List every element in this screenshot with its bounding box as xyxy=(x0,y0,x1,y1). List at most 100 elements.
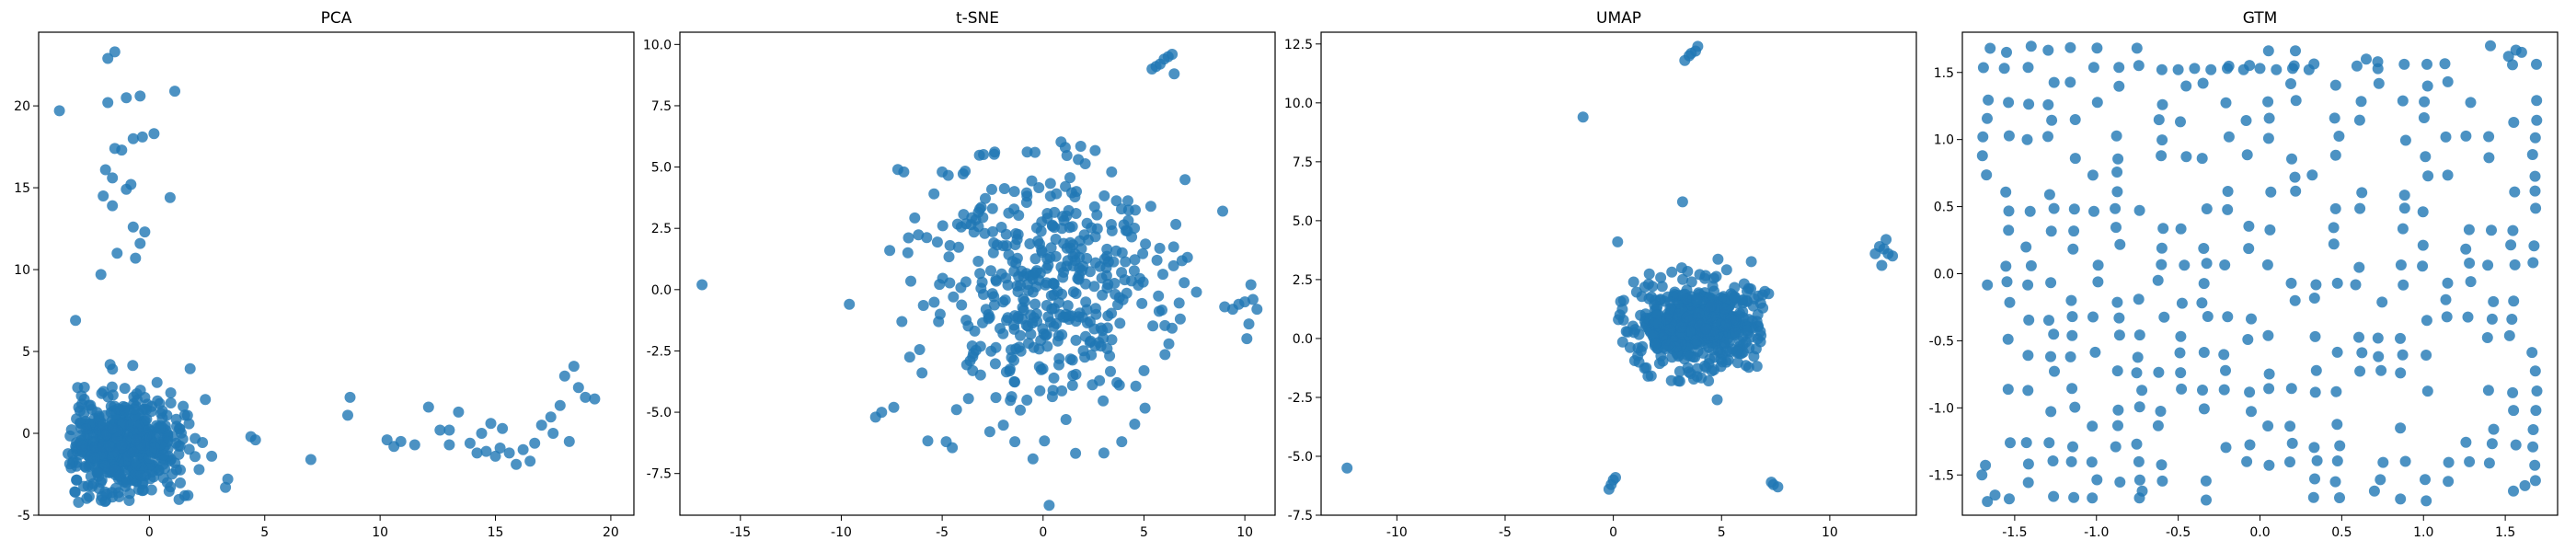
scatter-point xyxy=(2114,477,2126,488)
scatter-point xyxy=(249,434,261,446)
scatter-point xyxy=(967,351,979,362)
x-tick-label: 1.0 xyxy=(2413,525,2433,540)
panel-umap: UMAP -10 -5 0 5 10 -7.5 -5.0 -2.5 0.0 2.5 5.0 7.5 10.… xyxy=(1284,9,1917,540)
scatter-point xyxy=(2353,261,2365,273)
scatter-point xyxy=(2306,169,2318,181)
scatter-point xyxy=(2353,114,2365,126)
scatter-point xyxy=(1033,361,1045,373)
scatter-point xyxy=(1044,178,1056,190)
scatter-point xyxy=(1721,345,1733,357)
scatter-point xyxy=(2460,243,2472,255)
scatter-point xyxy=(2156,475,2168,487)
y-tick-label: 5.0 xyxy=(1293,214,1313,229)
scatter-point xyxy=(2001,46,2012,58)
scatter-point xyxy=(2464,455,2476,467)
scatter-point xyxy=(2509,186,2521,198)
scatter-point xyxy=(1664,303,1676,315)
scatter-point xyxy=(107,422,118,434)
scatter-point xyxy=(962,393,974,405)
scatter-point xyxy=(940,436,952,448)
scatter-point xyxy=(1656,281,1668,293)
scatter-point xyxy=(2271,63,2283,75)
scatter-point xyxy=(1062,300,1074,312)
scatter-point xyxy=(95,269,107,281)
scatter-point xyxy=(2065,294,2077,306)
scatter-point xyxy=(1023,338,1034,350)
scatter-point xyxy=(2528,240,2540,252)
scatter-point xyxy=(2174,347,2186,359)
x-tick-label: 15 xyxy=(488,525,504,540)
scatter-point xyxy=(2222,203,2234,215)
scatter-point xyxy=(2222,311,2234,323)
scatter-point xyxy=(2068,203,2080,215)
scatter-point xyxy=(489,450,501,462)
scatter-point xyxy=(1989,489,2001,501)
scatter-point xyxy=(2376,296,2388,308)
y-tick-label: -2.5 xyxy=(647,344,672,359)
scatter-point xyxy=(2356,347,2368,359)
scatter-point xyxy=(164,191,176,203)
scatter-point xyxy=(2309,330,2321,342)
scatter-point xyxy=(99,409,110,421)
scatter-point xyxy=(2175,367,2187,379)
scatter-point xyxy=(1247,293,1259,305)
scatter-point xyxy=(2329,79,2341,91)
scatter-point xyxy=(137,484,149,496)
scatter-point xyxy=(157,472,169,484)
scatter-point xyxy=(497,422,509,434)
scatter-point xyxy=(1023,284,1034,296)
scatter-point xyxy=(86,404,98,415)
scatter-point xyxy=(2350,279,2362,291)
scatter-point xyxy=(921,232,933,244)
scatter-point xyxy=(1662,339,1673,351)
scatter-point xyxy=(558,370,570,382)
scatter-point xyxy=(157,458,169,470)
scatter-point xyxy=(2131,438,2143,450)
scatter-point xyxy=(2507,224,2519,236)
scatter-point xyxy=(2481,332,2493,343)
scatter-point xyxy=(2155,406,2167,417)
scatter-point xyxy=(1708,364,1719,375)
scatter-point xyxy=(2175,223,2187,235)
scatter-point xyxy=(903,351,915,363)
scatter-point xyxy=(2422,170,2434,182)
scatter-point xyxy=(2201,203,2213,214)
scatter-point xyxy=(503,447,515,459)
scatter-point xyxy=(1027,269,1039,281)
scatter-point xyxy=(987,247,999,259)
scatter-point xyxy=(2003,97,2015,109)
scatter-point xyxy=(958,209,970,221)
scatter-point xyxy=(2527,424,2539,435)
scatter-point xyxy=(1710,270,1722,282)
scatter-point xyxy=(2442,75,2454,87)
scatter-point xyxy=(173,448,185,460)
scatter-point xyxy=(1664,324,1676,336)
scatter-point xyxy=(1154,242,1166,254)
scatter-point xyxy=(2420,474,2431,486)
scatter-point xyxy=(1000,272,1012,284)
scatter-point xyxy=(2486,224,2497,236)
scatter-point xyxy=(2443,476,2455,488)
scatter-point xyxy=(1616,336,1628,348)
scatter-point xyxy=(2067,243,2079,255)
scatter-point xyxy=(928,296,940,308)
scatter-point xyxy=(1069,255,1081,267)
scatter-point xyxy=(2180,151,2192,163)
scatter-point xyxy=(2201,494,2212,506)
scatter-point xyxy=(2091,97,2103,109)
scatter-point xyxy=(2399,455,2411,467)
scatter-point xyxy=(130,459,142,471)
scatter-point xyxy=(2398,58,2410,70)
scatter-point xyxy=(934,279,946,291)
scatter-point xyxy=(2022,279,2034,291)
scatter-point xyxy=(1666,266,1678,278)
scatter-point xyxy=(535,420,547,431)
scatter-point xyxy=(902,247,914,259)
scatter-point xyxy=(67,448,78,460)
scatter-point xyxy=(1075,243,1087,255)
scatter-point xyxy=(2463,224,2475,236)
scatter-point xyxy=(997,240,1009,252)
scatter-point xyxy=(1168,68,1180,80)
scatter-point xyxy=(1144,201,1156,213)
scatter-point xyxy=(152,395,164,407)
